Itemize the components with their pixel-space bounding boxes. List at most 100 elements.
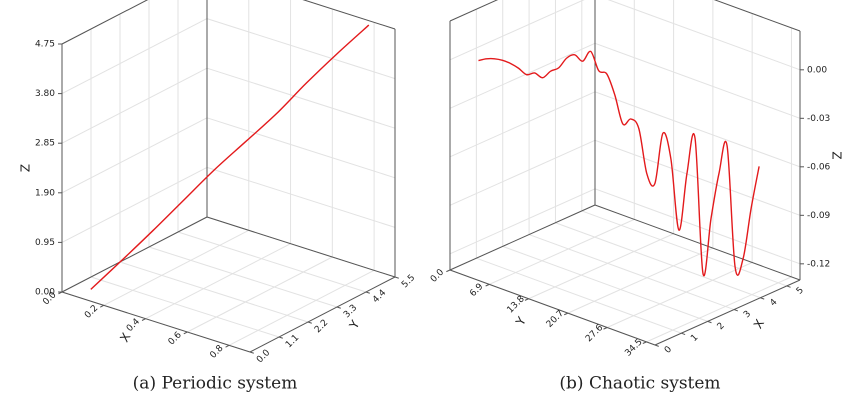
- tick-mark: [225, 344, 230, 348]
- y-axis-title: Y: [513, 314, 530, 329]
- tick-mark: [786, 285, 791, 288]
- tick-mark: [278, 336, 283, 339]
- tick-mark: [760, 297, 765, 300]
- box-edge: [302, 0, 396, 30]
- y-tick-label: 6.9: [468, 282, 485, 299]
- grid-line: [449, 139, 596, 206]
- tick-mark: [654, 344, 659, 347]
- tick-mark: [446, 269, 451, 273]
- grid-line: [489, 218, 635, 285]
- caption: (a) Periodic system: [133, 374, 298, 394]
- grid-line: [61, 18, 208, 95]
- grid-line: [206, 166, 396, 228]
- grid-line: [502, 245, 708, 322]
- grid-line: [145, 243, 291, 320]
- box-edge: [206, 216, 396, 278]
- x-tick-label: 0.8: [208, 343, 225, 360]
- tick-mark: [307, 321, 312, 324]
- grid-line: [119, 261, 309, 323]
- y-tick-label: 4.4: [371, 288, 388, 305]
- z-tick-label: 2.85: [35, 139, 55, 149]
- tick-mark: [183, 331, 188, 335]
- grid-line: [449, 42, 596, 109]
- z-tick-label: 0.00: [807, 65, 827, 75]
- box-edge: [449, 204, 596, 271]
- box-edge: [449, 269, 656, 346]
- z-tick-label: 3.80: [35, 89, 55, 99]
- z-tick-label: 0.95: [35, 238, 55, 248]
- x-tick-label: 0: [663, 344, 674, 355]
- grid-line: [555, 222, 761, 299]
- grid-line: [206, 67, 396, 129]
- tick-mark: [365, 291, 370, 294]
- x-axis-title: X: [751, 317, 767, 331]
- tick-mark: [733, 309, 739, 312]
- y-tick-label: 3.3: [342, 303, 359, 320]
- grid-line: [449, 91, 596, 158]
- grid-line: [594, 42, 801, 119]
- tick-mark: [394, 276, 399, 279]
- tick-mark: [681, 332, 686, 336]
- box-edge: [713, 0, 801, 32]
- z-tick-label: -0.03: [807, 114, 830, 124]
- box-edge: [249, 276, 396, 353]
- grid-line: [228, 269, 375, 346]
- y-tick-label: 0.0: [255, 348, 272, 365]
- tick-mark: [603, 327, 608, 330]
- grid-line: [606, 262, 753, 328]
- caption: (b) Chaotic system: [559, 374, 720, 394]
- x-tick-label: 1: [689, 333, 700, 344]
- tick-mark: [336, 306, 341, 309]
- x-tick-label: 2: [716, 321, 727, 332]
- grid-line: [187, 256, 333, 333]
- x-tick-label: 3: [742, 309, 753, 320]
- box-edge: [61, 0, 149, 45]
- tick-mark: [524, 298, 529, 301]
- grid-line: [646, 276, 792, 343]
- data-line: [478, 50, 760, 277]
- tick-mark: [564, 312, 569, 316]
- y-tick-label: 1.1: [284, 333, 301, 350]
- tick-mark: [141, 318, 146, 321]
- grid-line: [476, 257, 682, 334]
- tick-mark: [485, 283, 490, 287]
- box-edge: [61, 216, 208, 293]
- grid-line: [449, 188, 596, 255]
- grid-line: [567, 247, 714, 314]
- z-tick-label: 0.00: [35, 288, 55, 298]
- grid-line: [449, 0, 585, 61]
- x-tick-label: 4: [768, 297, 779, 308]
- y-tick-label: 0.0: [429, 267, 446, 284]
- grid-line: [103, 229, 250, 306]
- box-edge: [654, 279, 801, 346]
- grid-line: [594, 188, 801, 265]
- x-tick-label: 0.2: [83, 304, 100, 321]
- z-tick-label: -0.12: [807, 259, 830, 269]
- grid-line: [528, 233, 674, 300]
- grid-line: [528, 234, 735, 311]
- grid-line: [61, 166, 208, 243]
- x-tick-label: 0.4: [125, 317, 142, 334]
- x-tick-label: 0.6: [167, 330, 184, 347]
- x-tick-label: 5: [795, 286, 806, 297]
- z-axis-title: Z: [830, 151, 844, 159]
- grid-line: [206, 18, 396, 80]
- z-axis-title: Z: [19, 164, 33, 172]
- box-edge: [61, 291, 251, 353]
- z-tick-label: -0.06: [807, 162, 831, 172]
- y-tick-label: 2.2: [313, 318, 330, 335]
- z-tick-label: 4.75: [35, 40, 55, 50]
- grid-line: [61, 67, 208, 144]
- grid-line: [607, 0, 801, 71]
- tick-mark: [707, 320, 712, 324]
- grid-line: [61, 117, 208, 194]
- box-edge: [594, 204, 801, 281]
- y-axis-title: Y: [346, 317, 363, 332]
- grid-line: [177, 231, 367, 293]
- data-line: [90, 24, 370, 290]
- grid-line: [581, 210, 787, 287]
- grid-line: [148, 246, 338, 308]
- y-tick-label: 5.5: [400, 273, 417, 290]
- grid-line: [206, 117, 396, 179]
